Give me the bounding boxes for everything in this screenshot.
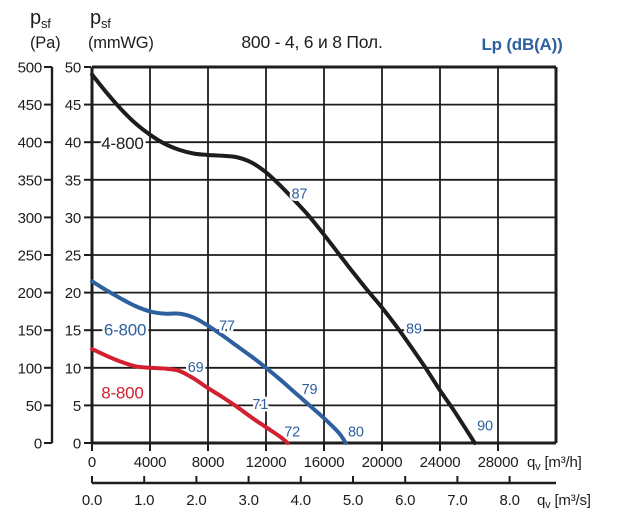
x-m3h-tick-label: 24000 <box>420 454 461 471</box>
pa-tick-label: 150 <box>18 323 42 340</box>
pa-tick-label: 450 <box>18 97 42 114</box>
mmwg-axis-unit: (mmWG) <box>88 34 154 52</box>
mmwg-tick-label: 35 <box>65 172 81 189</box>
x-m3h-tick-label: 0 <box>88 454 96 471</box>
curve-label-6-800: 6-800 <box>104 320 146 339</box>
mmwg-tick-label: 40 <box>65 135 81 152</box>
x-axis-m3s-unit: qv [m³/s] <box>537 492 591 511</box>
x-m3h-tick-label: 8000 <box>192 454 225 471</box>
curve-8-800 <box>90 347 290 445</box>
plot-area: 5045403530252015105050045040035030025020… <box>18 60 558 509</box>
x-m3s-tick-label: 1.0 <box>134 492 154 509</box>
pa-tick-label: 0 <box>34 436 42 453</box>
sound-scale-label: Lp (dB(A)) <box>481 35 562 54</box>
x-m3h-tick-label: 20000 <box>362 454 403 471</box>
sound-level-label-71: 71 <box>252 397 268 413</box>
x-m3s-tick-label: 4.0 <box>291 492 311 509</box>
mmwg-tick-label: 30 <box>65 210 81 227</box>
x-m3s-tick-label: 8.0 <box>499 492 519 509</box>
sound-level-label-79: 79 <box>302 382 318 398</box>
pa-tick-label: 200 <box>18 285 42 302</box>
pa-tick-label: 500 <box>18 60 42 77</box>
mmwg-axis-title: psf <box>90 7 111 31</box>
pa-axis-title: psf <box>30 7 51 31</box>
x-m3s-tick-label: 5.0 <box>343 492 363 509</box>
x-m3h-tick-label: 4000 <box>134 454 167 471</box>
sound-level-label-69: 69 <box>188 360 204 376</box>
curve-label-4-800: 4-800 <box>101 134 143 153</box>
sound-level-label-72: 72 <box>284 425 300 441</box>
pa-axis-unit: (Pa) <box>30 34 60 52</box>
x-m3s-tick-label: 6.0 <box>395 492 415 509</box>
pa-tick-label: 100 <box>18 360 42 377</box>
mmwg-tick-label: 45 <box>65 97 81 114</box>
sound-level-label-89: 89 <box>406 322 422 338</box>
mmwg-tick-label: 25 <box>65 248 81 265</box>
mmwg-tick-label: 5 <box>73 398 81 415</box>
x-m3h-tick-label: 16000 <box>304 454 345 471</box>
x-m3s-tick-label: 2.0 <box>186 492 206 509</box>
pa-tick-label: 350 <box>18 172 42 189</box>
pa-tick-label: 50 <box>26 398 42 415</box>
pa-tick-label: 300 <box>18 210 42 227</box>
pa-tick-label: 250 <box>18 248 42 265</box>
curve-label-8-800: 8-800 <box>101 384 143 403</box>
mmwg-tick-label: 0 <box>73 436 81 453</box>
mmwg-tick-label: 10 <box>65 360 81 377</box>
x-axis-m3h-unit: qv [m³/h] <box>527 454 582 473</box>
sound-level-label-87: 87 <box>291 186 307 202</box>
sound-level-label-80: 80 <box>348 425 364 441</box>
x-m3s-tick-label: 0.0 <box>82 492 102 509</box>
sound-level-label-77: 77 <box>219 319 235 335</box>
chart-title: 800 - 4, 6 и 8 Пол. <box>241 32 382 52</box>
x-m3s-tick-label: 7.0 <box>447 492 467 509</box>
sound-level-label-90: 90 <box>477 419 493 435</box>
curve-6-800 <box>90 279 348 445</box>
mmwg-tick-label: 50 <box>65 60 81 77</box>
curve-4-800 <box>90 72 477 445</box>
x-m3h-tick-label: 28000 <box>478 454 519 471</box>
pa-tick-label: 400 <box>18 135 42 152</box>
x-m3h-tick-label: 12000 <box>246 454 287 471</box>
mmwg-tick-label: 15 <box>65 323 81 340</box>
x-m3s-tick-label: 3.0 <box>238 492 258 509</box>
mmwg-tick-label: 20 <box>65 285 81 302</box>
